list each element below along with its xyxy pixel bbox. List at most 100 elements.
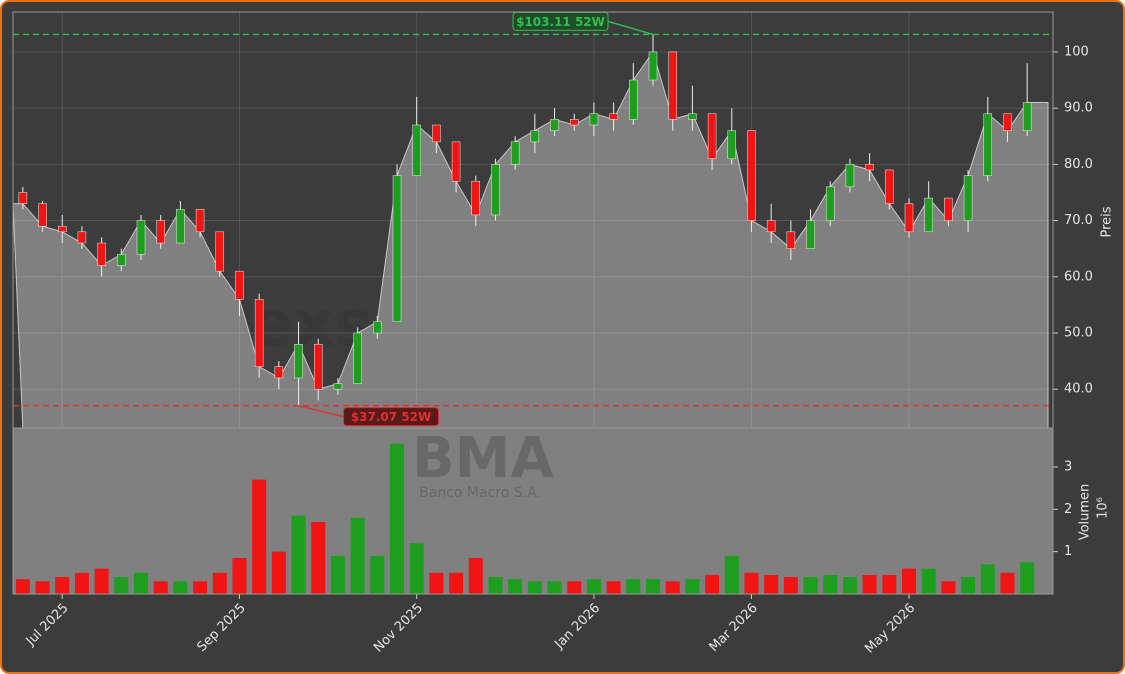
candle-body [392,175,402,323]
candle-body [451,141,461,182]
volume-y-tick-label: 2 [1064,502,1072,517]
candle-body [77,231,87,244]
volume-bar [665,581,680,594]
candle-body [57,225,67,233]
volume-bar [488,577,503,594]
candle-body [885,169,894,204]
volume-bar [508,579,523,594]
candle-body [510,141,520,165]
volume-bar [547,581,562,594]
y-tick-label: 70.0 [1064,213,1093,228]
volume-bar [842,577,857,594]
candle-body [727,130,737,159]
candle-body [609,113,618,120]
volume-bar [882,574,897,594]
volume-bar [685,579,700,594]
volume-bar [902,568,916,594]
candle-body [688,113,697,120]
volume-bar [252,479,267,594]
candle-body [963,175,973,221]
volume-bar [961,577,976,594]
volume-bar [705,574,720,594]
volume-bar [232,558,247,594]
volume-bar [55,577,70,594]
candle-body [707,113,717,159]
watermark-ticker: BMA [412,426,554,491]
volume-bar [134,572,148,594]
volume-bar [370,555,385,594]
candle-body [629,79,638,120]
volume-bar [114,577,129,594]
candle-body [904,203,914,233]
candle-body [983,113,993,176]
volume-bar [941,581,956,594]
volume-bar [390,443,404,594]
volume-axis-label: Volumen [1078,484,1093,541]
annotation-box [343,407,440,427]
candle-body [156,220,165,244]
volume-bar [764,574,779,594]
volume-bar [921,568,936,594]
candle-body [766,220,776,233]
candle-body [235,270,244,300]
candle-body [865,164,874,171]
annotation-label: $37.07 52W [351,410,431,424]
candle-body [254,299,264,367]
candle-body [806,220,815,249]
annotation-label: $103.11 52W [516,15,605,29]
volume-scale-label: 10⁶ [1096,497,1111,519]
candle-body [786,231,796,249]
volume-bar [350,517,365,594]
y-tick-label: 80.0 [1064,157,1093,172]
volume-y-tick-label: 1 [1064,544,1072,559]
volume-bar [291,515,306,594]
candle-body [491,164,500,216]
volume-bar [1020,562,1035,594]
candle-body [471,180,481,216]
candle-body [1022,102,1032,131]
candle-body [313,343,323,390]
candle-body [215,231,225,272]
volume-bar [173,581,188,594]
y-tick-label: 90.0 [1064,101,1093,116]
annotation-arrow [607,20,654,36]
y-tick-label: 50.0 [1064,325,1093,340]
volume-bar [94,568,109,594]
candle-body [294,343,303,379]
y-tick-label: 60.0 [1064,269,1093,284]
candle-body [944,197,953,221]
candle-body [373,321,382,334]
volume-bar [783,577,798,594]
annotation-arrow [298,404,344,418]
candle-body [38,203,47,227]
candle-body [569,119,579,126]
volume-bar [15,579,30,594]
volume-bar [862,574,877,594]
candle-body [333,383,343,390]
volume-panel [13,428,1053,594]
candle-body [530,130,540,143]
volume-bar [468,558,483,594]
candle-body [412,124,421,176]
candle-body [648,51,658,81]
volume-bar [429,572,444,594]
volume-bar [74,572,89,594]
candle-body [668,51,677,120]
candle-body [274,366,284,379]
price-axis-label: Preis [1100,206,1115,237]
volume-bar [193,581,208,594]
volume-bar [449,572,464,594]
candle-body [136,220,146,255]
candle-body [176,209,185,244]
candle-body [18,192,28,204]
volume-bar [35,581,50,594]
volume-bar [153,581,168,594]
candle-body [1003,113,1012,131]
candle-body [117,254,126,266]
volume-bar [980,564,995,594]
y-tick-label: 40.0 [1064,382,1093,397]
candle-body [550,119,559,131]
volume-bar [724,555,739,594]
